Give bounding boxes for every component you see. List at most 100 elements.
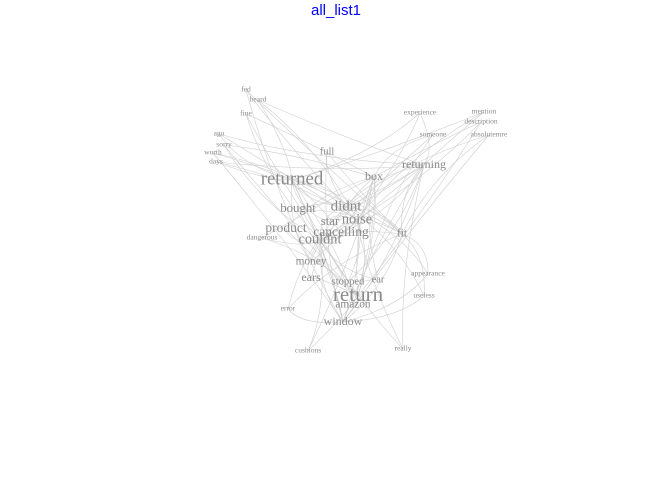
- labels-layer: return returned didntnoisecouldntcancellin…: [204, 85, 508, 355]
- edge-46: [325, 151, 344, 323]
- node-label-product: product: [265, 220, 306, 235]
- edge-26: [357, 176, 376, 297]
- edge-73: [342, 295, 425, 323]
- edge-94: [218, 133, 358, 221]
- edge-72: [345, 206, 425, 297]
- edge-69: [357, 134, 434, 297]
- edge-52: [319, 239, 379, 281]
- edge-33: [342, 164, 425, 323]
- edge-68: [419, 112, 430, 166]
- edge-48: [291, 179, 349, 283]
- edge-104: [257, 99, 425, 166]
- edge-96: [261, 237, 359, 297]
- edge-93: [218, 133, 293, 181]
- node-label-ears: ears: [301, 270, 321, 284]
- node-label-useless: useless: [413, 291, 434, 300]
- edge-107: [245, 113, 375, 178]
- edge-15: [340, 219, 359, 234]
- node-label-mention: mention: [472, 107, 497, 116]
- edge-79: [307, 239, 323, 352]
- node-label-star: star: [321, 214, 340, 228]
- edge-90: [212, 152, 347, 208]
- edge-78: [307, 295, 359, 352]
- edges-layer: [212, 89, 490, 352]
- edge-38: [342, 233, 403, 323]
- edge-100: [245, 89, 344, 323]
- edge-30: [401, 164, 425, 235]
- edge-56: [401, 233, 429, 275]
- node-label-bought: bought: [280, 201, 316, 215]
- edge-102: [257, 99, 293, 181]
- edge-77: [402, 164, 425, 350]
- edge-39: [291, 179, 312, 263]
- edge-101: [245, 89, 403, 235]
- edge-47: [326, 151, 403, 235]
- node-label-box: box: [365, 169, 383, 183]
- edge-54: [345, 206, 429, 275]
- node-label-couldnt: couldnt: [299, 231, 342, 247]
- node-label-noise: noise: [342, 211, 372, 227]
- edge-55: [342, 273, 429, 323]
- edge-65: [401, 134, 490, 235]
- edge-97: [261, 237, 321, 245]
- edge-80: [307, 176, 375, 352]
- edge-29: [342, 164, 425, 323]
- edge-67: [356, 112, 421, 221]
- edge-34: [310, 277, 359, 297]
- node-label-fine: fine: [240, 109, 252, 118]
- node-label-someone: someone: [420, 130, 447, 139]
- chart-title: all_list1: [310, 2, 362, 19]
- node-label-returning: returning: [402, 157, 446, 171]
- node-label-days: days: [209, 157, 223, 166]
- edge-82: [287, 308, 344, 323]
- edge-66: [291, 112, 421, 181]
- node-label-returned: returned: [261, 168, 324, 189]
- edge-24: [329, 215, 358, 223]
- edge-57: [291, 111, 485, 181]
- node-label-fed: fed: [241, 85, 251, 94]
- node-label-cancelling: cancelling: [313, 224, 369, 239]
- edge-89: [223, 144, 375, 178]
- edge-86: [215, 161, 425, 169]
- edge-74: [401, 233, 425, 297]
- edge-64: [342, 134, 490, 323]
- edge-42: [352, 294, 363, 306]
- edge-36: [310, 176, 375, 279]
- node-label-heard: heard: [250, 95, 267, 104]
- edge-35: [307, 239, 321, 279]
- edge-49: [347, 219, 361, 283]
- node-label-sorry: sorry: [216, 140, 232, 149]
- edge-61: [319, 121, 482, 241]
- node-label-full: full: [320, 146, 335, 157]
- node-label-absolutemre: absolutemre: [471, 130, 508, 139]
- edge-44: [352, 176, 375, 306]
- edge-99: [245, 89, 347, 208]
- edge-7: [345, 164, 425, 208]
- edge-59: [423, 111, 485, 166]
- node-label-window: window: [324, 314, 363, 328]
- node-label-cushions: cushions: [295, 346, 321, 355]
- edge-92: [212, 152, 403, 235]
- edge-62: [373, 121, 482, 178]
- edge-106: [245, 113, 321, 241]
- node-label-didnt: didnt: [331, 198, 363, 214]
- node-label-worth: worth: [204, 148, 222, 157]
- edge-60: [357, 121, 482, 297]
- edge-12: [319, 239, 344, 323]
- node-label-appearance: appearance: [411, 269, 445, 278]
- node-label-ago: ago: [214, 129, 225, 138]
- edge-81: [287, 206, 347, 310]
- node-label-experience: experience: [404, 108, 437, 117]
- edge-76: [356, 219, 404, 350]
- edge-103: [257, 99, 358, 221]
- edge-9: [319, 219, 358, 241]
- edge-98: [261, 176, 375, 239]
- node-label-money: money: [296, 256, 327, 268]
- edge-75: [291, 179, 404, 350]
- edge-18: [285, 228, 321, 242]
- node-label-stopped: stopped: [332, 276, 365, 287]
- node-label-ear: ear: [372, 274, 385, 285]
- edge-87: [223, 144, 359, 297]
- node-label-description: description: [464, 117, 498, 126]
